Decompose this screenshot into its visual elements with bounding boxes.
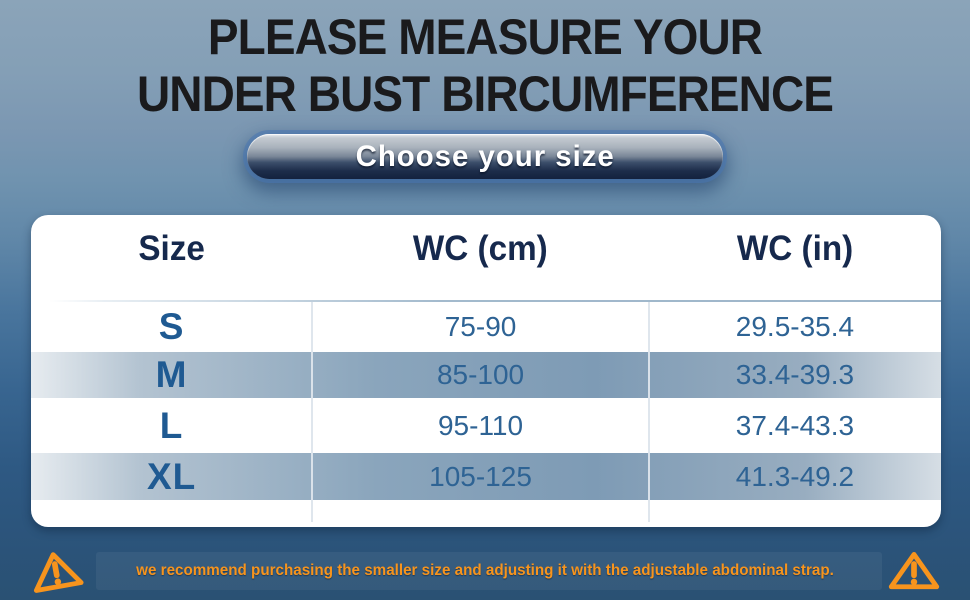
wc-in-cell: 41.3-49.2 (735, 460, 855, 492)
table-row-s: S 75-90 29.5-35.4 (31, 302, 941, 352)
size-cell: XL (146, 455, 197, 497)
size-cell: M (155, 354, 188, 395)
title-line-1: PLEASE MEASURE YOUR (207, 9, 763, 65)
title-line-2: UNDER BUST BIRCUMFERENCE (136, 66, 834, 122)
size-chart-table: Size WC (cm) WC (in) S 75-90 29.5-35.4 M… (31, 215, 941, 527)
table-header-row: Size WC (cm) WC (in) (31, 215, 941, 300)
table-row-l: L 95-110 37.4-43.3 (31, 398, 941, 453)
choose-size-button-label: Choose your size (355, 139, 615, 173)
column-header-wc-in: WC (in) (736, 229, 854, 268)
size-cell: L (159, 404, 184, 446)
wc-in-cell: 33.4-39.3 (735, 359, 855, 390)
column-divider (311, 302, 313, 522)
choose-size-button[interactable]: Choose your size (247, 134, 723, 179)
column-header-wc-cm: WC (cm) (413, 229, 548, 268)
wc-in-cell: 29.5-35.4 (735, 311, 855, 342)
page-title: PLEASE MEASURE YOUR UNDER BUST BIRCUMFER… (39, 9, 931, 123)
footer-note-text: we recommend purchasing the smaller size… (136, 562, 834, 579)
wc-cm-cell: 75-90 (444, 311, 517, 342)
wc-in-cell: 37.4-43.3 (735, 409, 855, 441)
column-header-size: Size (138, 229, 205, 268)
column-divider (648, 302, 650, 522)
footer-highlight-band (96, 552, 882, 590)
size-cell: S (158, 306, 185, 347)
table-row-xl: XL 105-125 41.3-49.2 (31, 453, 941, 500)
wc-cm-cell: 95-110 (437, 409, 524, 441)
table-row-m: M 85-100 33.4-39.3 (31, 352, 941, 398)
warning-triangle-icon (888, 551, 940, 590)
footer-note-bar: we recommend purchasing the smaller size… (0, 548, 970, 594)
header-separator (31, 300, 941, 302)
wc-cm-cell: 105-125 (429, 460, 532, 492)
wc-cm-cell: 85-100 (436, 359, 525, 390)
warning-triangle-icon (33, 552, 84, 593)
